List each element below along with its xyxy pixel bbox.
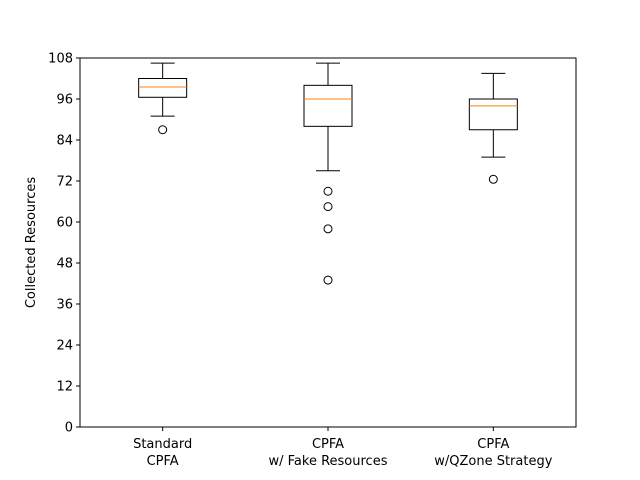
plot-area	[138, 62, 518, 285]
y-tick-label: 84	[56, 134, 73, 149]
outlier-point	[323, 275, 333, 285]
x-tick-label: w/ Fake Resources	[269, 454, 388, 469]
y-axis-label: Collected Resources	[24, 177, 39, 308]
y-tick-label: 36	[56, 298, 73, 313]
x-tick-label: CPFA	[477, 437, 509, 452]
axes-frame	[79, 57, 577, 428]
y-tick-label: 72	[56, 175, 73, 190]
box-iqr	[468, 98, 518, 131]
y-axis-ticks: 0 12 24 36 48 60 72 84 96 108	[48, 52, 80, 436]
box-iqr	[138, 78, 188, 98]
outlier-point	[323, 202, 333, 212]
outlier-point	[158, 125, 168, 135]
y-tick-label: 96	[56, 93, 73, 108]
x-tick-label: CPFA	[312, 437, 344, 452]
y-tick-label: 12	[56, 380, 73, 395]
x-tick-label: Standard	[133, 437, 192, 452]
y-tick-label: 108	[48, 52, 73, 67]
y-tick-label: 0	[65, 421, 73, 436]
y-tick-label: 48	[56, 257, 73, 272]
outlier-point	[323, 186, 333, 196]
outlier-point	[488, 174, 498, 184]
x-tick-label: CPFA	[147, 454, 179, 469]
outlier-point	[323, 224, 333, 234]
box-iqr	[303, 84, 353, 127]
y-tick-label: 60	[56, 216, 73, 231]
x-axis-ticks: Standard CPFA CPFA w/ Fake Resources CPFA w/Q…	[133, 427, 553, 469]
y-tick-label: 24	[56, 339, 73, 354]
x-tick-label: w/QZone Strategy	[434, 454, 552, 469]
